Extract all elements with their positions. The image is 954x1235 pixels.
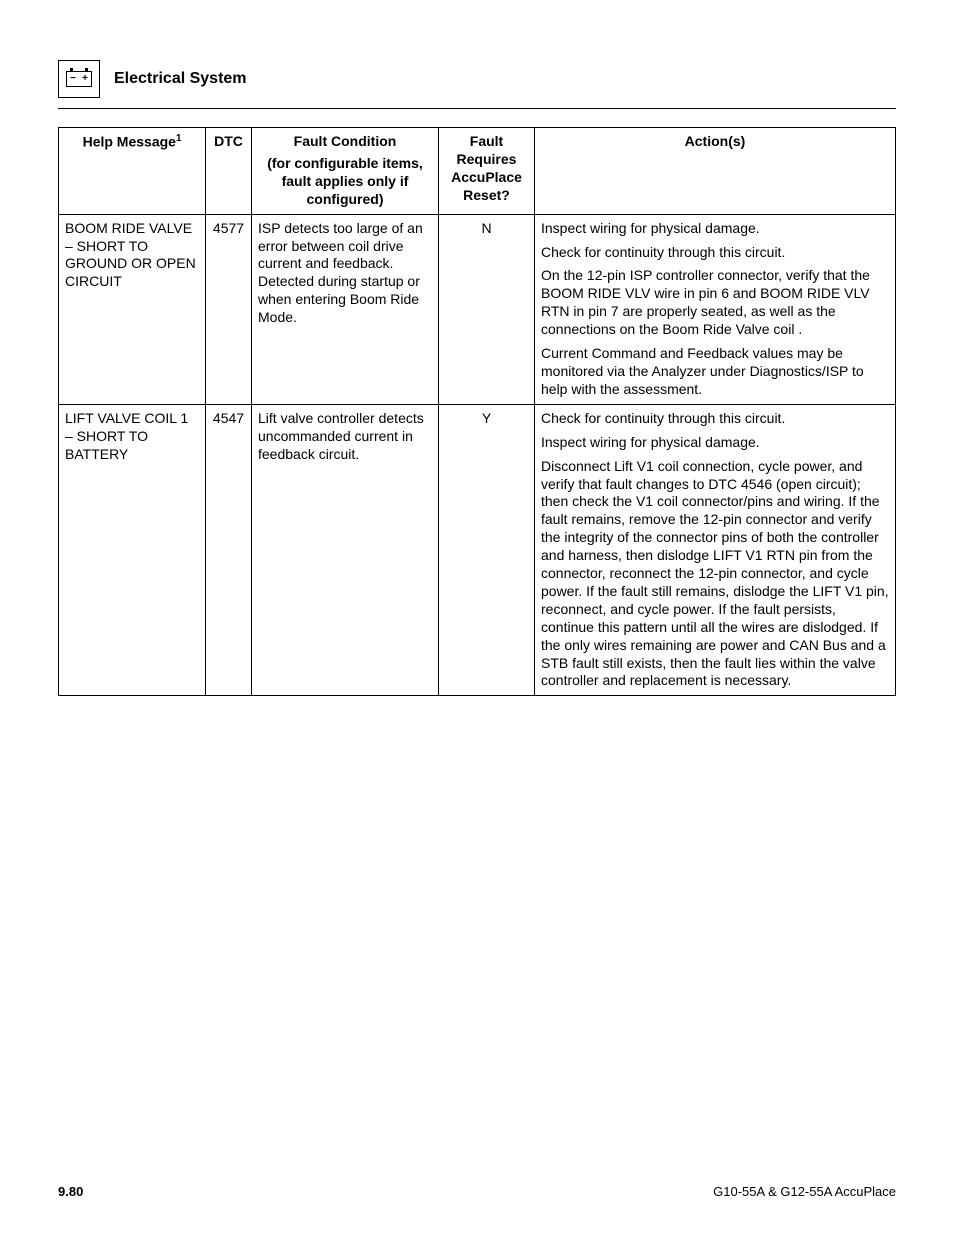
cell-reset: N (439, 214, 535, 404)
action-item: Check for continuity through this circui… (541, 244, 889, 262)
table-header-row: Help Message1 DTC Fault Condition (for c… (59, 128, 896, 215)
page-number: 9.80 (58, 1184, 83, 1199)
table-row: LIFT VALVE COIL 1 – SHORT TO BATTERY 454… (59, 404, 896, 696)
cell-actions: Check for continuity through this circui… (535, 404, 896, 696)
section-title: Electrical System (114, 70, 247, 88)
dtc-table: Help Message1 DTC Fault Condition (for c… (58, 127, 896, 696)
cell-fault: Lift valve controller detects uncommande… (252, 404, 439, 696)
header-rule (58, 108, 896, 109)
page-footer: 9.80 G10-55A & G12-55A AccuPlace (58, 1184, 896, 1199)
action-item: On the 12-pin ISP controller connector, … (541, 267, 889, 339)
action-item: Current Command and Feedback values may … (541, 345, 889, 399)
col-header-reset: Fault Requires AccuPlace Reset? (439, 128, 535, 215)
cell-dtc: 4547 (206, 404, 252, 696)
action-item: Inspect wiring for physical damage. (541, 434, 889, 452)
battery-icon: −+ (58, 60, 100, 98)
col-header-help: Help Message1 (59, 128, 206, 215)
col-header-dtc: DTC (206, 128, 252, 215)
cell-actions: Inspect wiring for physical damage. Chec… (535, 214, 896, 404)
page-header: −+ Electrical System (58, 60, 896, 98)
cell-help: BOOM RIDE VALVE – SHORT TO GROUND OR OPE… (59, 214, 206, 404)
action-item: Check for continuity through this circui… (541, 410, 889, 428)
col-header-fault: Fault Condition (for configurable items,… (252, 128, 439, 215)
action-item: Disconnect Lift V1 coil connection, cycl… (541, 458, 889, 691)
action-item: Inspect wiring for physical damage. (541, 220, 889, 238)
table-row: BOOM RIDE VALVE – SHORT TO GROUND OR OPE… (59, 214, 896, 404)
cell-reset: Y (439, 404, 535, 696)
doc-id: G10-55A & G12-55A AccuPlace (713, 1184, 896, 1199)
cell-fault: ISP detects too large of an error betwee… (252, 214, 439, 404)
cell-dtc: 4577 (206, 214, 252, 404)
cell-help: LIFT VALVE COIL 1 – SHORT TO BATTERY (59, 404, 206, 696)
col-header-actions: Action(s) (535, 128, 896, 215)
